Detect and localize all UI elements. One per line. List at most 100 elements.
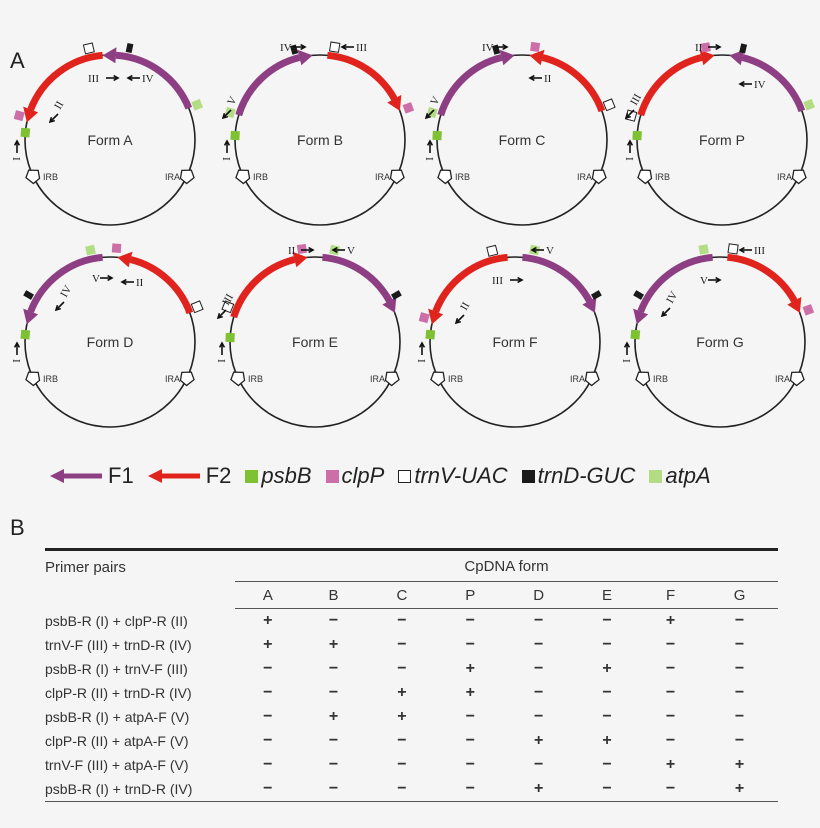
result-cell: + <box>465 684 475 701</box>
primer-arrow-icon <box>455 314 465 324</box>
primer-i-marker: I <box>215 341 227 363</box>
primer-arrowhead-icon <box>426 139 434 146</box>
panel-b-label: B <box>10 515 25 540</box>
primer-numeral-label: IV <box>280 42 292 54</box>
f1-arrowhead-icon <box>729 49 745 66</box>
f2-arc <box>129 256 194 315</box>
primer-numeral-label: V <box>92 273 100 285</box>
f1-arrow-icon <box>50 469 102 483</box>
panel-a-label: A <box>10 48 25 73</box>
primer-iv-marker: IV <box>280 42 307 54</box>
result-cell: + <box>465 660 475 677</box>
primer-arrow-icon <box>661 307 671 317</box>
primer-pair-cell: psbB-R (I) + clpP-R (II) <box>45 612 188 629</box>
result-cell: + <box>602 660 612 677</box>
column-header-g: G <box>701 581 778 609</box>
legend-trnd-label: trnD-GUC <box>537 463 636 488</box>
ira-pentagon-icon <box>591 169 607 185</box>
ira-label: IRA <box>375 172 390 182</box>
primer-i-marker: I <box>220 139 232 161</box>
ira-pentagon-icon <box>791 169 807 185</box>
ira-pentagon-icon <box>789 371 805 387</box>
primer-pair-cell: trnV-F (III) + trnD-R (IV) <box>45 637 192 653</box>
primer-numeral-label: I <box>415 359 427 363</box>
psbb-marker-icon <box>432 130 442 141</box>
primer-numeral-label: II <box>695 42 703 54</box>
clpp-marker-icon <box>402 102 415 114</box>
primer-iii-marker: III <box>88 73 120 85</box>
result-cell: − <box>328 660 339 677</box>
form-label: Form D <box>87 334 134 350</box>
column-header-b: B <box>300 581 367 609</box>
result-cell: + <box>665 612 676 629</box>
primer-i-marker: I <box>415 341 427 363</box>
table-row: psbB-R (I) + trnV-F (III) − − − + − + − − <box>45 657 778 681</box>
psbb-marker-icon <box>225 332 235 343</box>
primer-arrowhead-icon <box>48 116 56 124</box>
form-label: Form E <box>292 334 338 350</box>
primer-pair-cell: trnV-F (III) + atpA-F (V) <box>45 757 189 773</box>
result-cell: − <box>734 684 745 701</box>
result-cell: + <box>602 732 612 749</box>
primer-numeral-label: I <box>10 359 22 363</box>
primer-v-marker: V <box>700 275 722 287</box>
psbb-marker-icon <box>230 130 240 141</box>
ira-pentagon-icon <box>179 169 195 185</box>
primer-ii-marker: II <box>528 73 552 85</box>
irb-label: IRB <box>655 172 670 182</box>
primer-numeral-label: III <box>88 73 99 85</box>
form-label: Form G <box>696 334 743 350</box>
psbb-swatch-icon <box>245 469 259 483</box>
clpp-swatch-icon <box>325 469 339 483</box>
clpp-marker-icon <box>700 42 711 53</box>
psbb-marker-icon <box>632 130 642 141</box>
primer-pair-cell: psbB-R (I) + atpA-F (V) <box>45 709 190 725</box>
result-cell: − <box>465 636 475 653</box>
atpa-marker-icon <box>224 106 236 119</box>
legend-clpp: clpP <box>325 463 384 489</box>
irb-pentagon-icon <box>635 371 651 387</box>
primer-arrow-icon <box>425 109 435 119</box>
primer-numeral-label: V <box>700 275 708 287</box>
cpdna-form-header: CpDNA form <box>235 548 778 582</box>
trnv-uac-marker-icon <box>82 42 95 55</box>
result-cell: + <box>503 777 575 802</box>
result-cell: − <box>328 684 339 701</box>
primer-arrowhead-icon <box>623 341 631 348</box>
primer-v-marker: V <box>530 245 554 257</box>
result-cell: − <box>665 660 676 677</box>
primer-i-marker: I <box>10 139 22 161</box>
primer-pairs-header: Primer pairs <box>45 548 235 609</box>
legend-f1-label: F1 <box>108 463 134 488</box>
cpdna-form-c: IRB IRA Form C IV II V I <box>423 41 616 226</box>
primer-iv-marker: IV <box>738 79 766 91</box>
primer-numeral-label: V <box>347 245 355 257</box>
table-row: psbB-R (I) + trnD-R (IV) − − − − + − − + <box>45 777 778 802</box>
primer-iv-marker: IV <box>126 73 154 85</box>
clpp-marker-icon <box>296 243 308 254</box>
trnd-guc-marker-icon <box>633 290 644 300</box>
primer-ii-marker: II <box>48 99 66 124</box>
result-cell: − <box>734 612 745 629</box>
form-label: Form C <box>499 132 546 148</box>
f1-arc <box>741 54 806 113</box>
result-cell: − <box>534 756 544 773</box>
result-cell: − <box>534 612 544 629</box>
result-cell: + <box>734 756 745 773</box>
primer-arrowhead-icon <box>120 278 127 286</box>
primer-arrowhead-icon <box>454 317 462 325</box>
result-cell: − <box>263 684 273 701</box>
legend-f1: F1 <box>50 463 134 489</box>
result-cell: − <box>534 660 544 677</box>
f1-arrowhead-icon <box>297 49 313 66</box>
result-cell: − <box>534 684 544 701</box>
primer-arrow-icon <box>55 301 65 311</box>
primer-v-marker: V <box>331 245 355 257</box>
cpdna-form-g: IRB IRA Form G V III IV I <box>620 243 815 428</box>
f2-arrowhead-icon <box>23 106 39 123</box>
atpa-marker-icon <box>698 244 709 255</box>
table-body: psbB-R (I) + clpP-R (II) + − − − − − + − trnV-F (… <box>45 609 778 802</box>
result-cell: − <box>328 612 339 629</box>
f2-arrowhead-icon <box>428 308 444 325</box>
